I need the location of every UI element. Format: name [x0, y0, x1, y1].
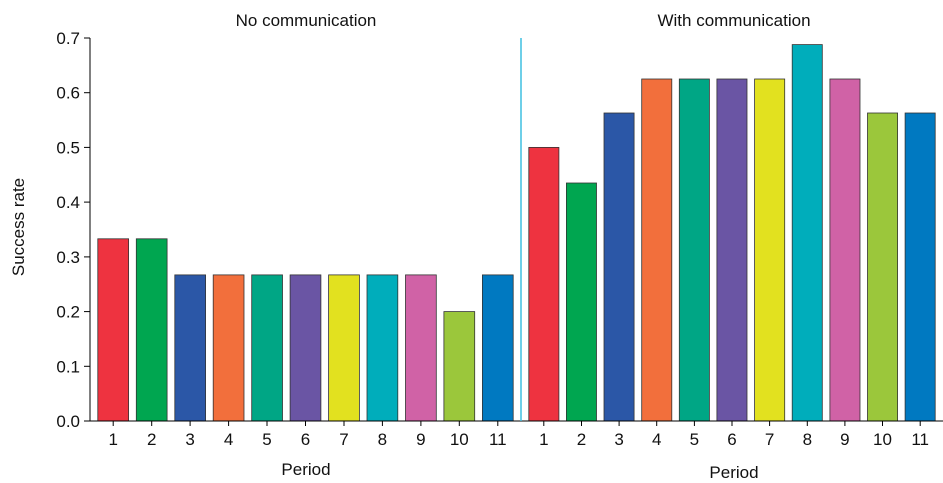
- x-tick-label-with-communication-7: 7: [765, 430, 774, 449]
- x-tick-label-no-communication-11: 11: [489, 430, 507, 449]
- y-tick-label-0.2: 0.2: [56, 303, 80, 322]
- y-tick-label-0.3: 0.3: [56, 248, 80, 267]
- x-tick-label-with-communication-11: 11: [911, 430, 929, 449]
- y-axis-title: Success rate: [9, 178, 28, 276]
- bar-no-communication-period-5: [251, 274, 283, 422]
- bar-no-communication-period-4: [212, 274, 245, 422]
- x-tick-label-no-communication-9: 9: [416, 430, 425, 449]
- y-tick-label-0.0: 0.0: [56, 412, 80, 431]
- bar-no-communication-period-3: [174, 274, 207, 422]
- bar-no-communication-period-6: [289, 274, 322, 422]
- x-tick-label-no-communication-2: 2: [147, 430, 156, 449]
- x-tick-label-no-communication-5: 5: [262, 430, 271, 449]
- bar-no-communication-period-9: [405, 274, 437, 422]
- bar-no-communication-period-8: [366, 274, 399, 422]
- bar-with-communication-period-5: [678, 78, 710, 422]
- x-tick-label-no-communication-1: 1: [108, 430, 117, 449]
- x-tick-label-with-communication-2: 2: [577, 430, 586, 449]
- x-tick-label-no-communication-10: 10: [450, 430, 469, 449]
- x-tick-label-with-communication-5: 5: [690, 430, 699, 449]
- axes-layer: 1 2 3 4 5 6 7 8 9 10 11 1 2 3 4 5 6 7 8 9 10 110.00.10.20.30.…: [56, 29, 943, 449]
- x-tick-label-with-communication-4: 4: [652, 430, 661, 449]
- x-tick-label-no-communication-6: 6: [301, 430, 310, 449]
- y-tick-label-0.5: 0.5: [56, 138, 80, 157]
- y-tick-label-0.4: 0.4: [56, 193, 80, 212]
- bar-no-communication-period-1: [97, 238, 130, 422]
- x-axis-title-no-communication: Period: [281, 460, 330, 479]
- x-tick-label-with-communication-6: 6: [727, 430, 736, 449]
- bar-no-communication-period-2: [135, 238, 168, 422]
- x-tick-label-with-communication-3: 3: [614, 430, 623, 449]
- bar-with-communication-period-7: [754, 78, 786, 422]
- bar-no-communication-period-7: [328, 274, 360, 422]
- bar-with-communication-period-8: [791, 44, 823, 422]
- bar-with-communication-period-6: [716, 78, 748, 422]
- bar-no-communication-period-10: [443, 311, 476, 422]
- x-tick-label-no-communication-3: 3: [185, 430, 194, 449]
- x-tick-label-with-communication-9: 9: [840, 430, 849, 449]
- panel-title-with-communication: With communication: [657, 11, 810, 30]
- panel-title-no-communication: No communication: [236, 11, 377, 30]
- bar-with-communication-period-1: [528, 146, 560, 422]
- bar-with-communication-period-10: [867, 112, 899, 422]
- bar-with-communication-period-4: [641, 78, 673, 422]
- x-tick-label-no-communication-4: 4: [224, 430, 233, 449]
- bar-with-communication-period-9: [829, 78, 861, 422]
- x-tick-label-no-communication-8: 8: [378, 430, 387, 449]
- x-axis-title-with-communication: Period: [709, 463, 758, 482]
- x-tick-label-with-communication-1: 1: [539, 430, 548, 449]
- bar-no-communication-period-11: [481, 274, 514, 422]
- x-tick-label-with-communication-8: 8: [803, 430, 812, 449]
- bar-with-communication-period-3: [603, 112, 635, 422]
- bars-layer: [97, 44, 936, 422]
- y-tick-label-0.1: 0.1: [56, 357, 80, 376]
- x-tick-label-with-communication-10: 10: [873, 430, 892, 449]
- bar-with-communication-period-2: [566, 182, 597, 422]
- bar-with-communication-period-11: [904, 112, 936, 422]
- y-tick-label-0.6: 0.6: [56, 84, 80, 103]
- y-tick-label-0.7: 0.7: [56, 29, 80, 48]
- x-tick-label-no-communication-7: 7: [339, 430, 348, 449]
